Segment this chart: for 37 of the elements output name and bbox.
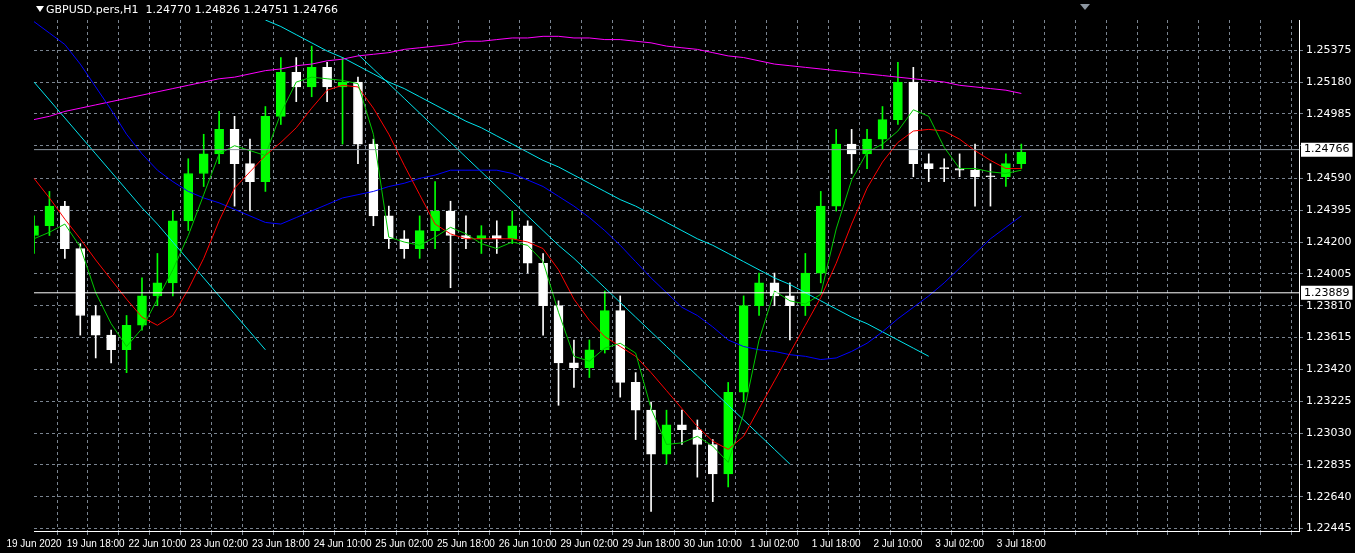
y-tick-label: 1.25180 — [1306, 74, 1352, 88]
y-tick-label: 1.22445 — [1306, 521, 1352, 535]
x-tick-label: 3 Jul 18:00 — [996, 537, 1047, 549]
x-tick-label: 26 Jun 10:00 — [498, 537, 558, 549]
y-tick-label: 1.24395 — [1306, 203, 1352, 217]
x-tick-label: 29 Jun 02:00 — [560, 537, 619, 549]
x-tick-label: 30 Jun 10:00 — [683, 537, 743, 549]
y-tick-label: 1.23225 — [1306, 394, 1352, 408]
y-tick-label: 1.23420 — [1306, 362, 1352, 376]
y-tick-label: 1.22640 — [1306, 489, 1352, 503]
y-tick-label: 1.23615 — [1306, 330, 1352, 344]
y-tick-label: 1.25375 — [1306, 43, 1352, 57]
x-tick-label: 19 Jun 18:00 — [66, 537, 126, 549]
x-tick-label: 1 Jul 02:00 — [750, 537, 800, 549]
x-tick-label: 1 Jul 18:00 — [811, 537, 862, 549]
x-tick-label: 3 Jul 02:00 — [935, 537, 985, 549]
x-tick-label: 19 Jun 2020 — [6, 537, 62, 549]
x-tick-label: 24 Jun 10:00 — [313, 537, 372, 549]
ref-line-label: 1.23889 — [1304, 285, 1350, 299]
y-tick-label: 1.23030 — [1306, 425, 1352, 439]
y-tick-label: 1.24985 — [1306, 106, 1352, 120]
y-tick-label: 1.23810 — [1306, 298, 1352, 312]
x-tick-label: 23 Jun 18:00 — [251, 537, 311, 549]
x-tick-label: 23 Jun 02:00 — [190, 537, 249, 549]
y-tick-label: 1.24005 — [1306, 266, 1352, 280]
y-tick-label: 1.24590 — [1306, 171, 1352, 185]
x-tick-label: 29 Jun 18:00 — [622, 537, 681, 549]
x-tick-label: 2 Jul 10:00 — [873, 537, 923, 549]
y-tick-label: 1.22835 — [1306, 457, 1352, 471]
x-tick-label: 25 Jun 18:00 — [437, 537, 496, 549]
candlestick — [970, 143, 980, 207]
x-tick-label: 22 Jun 10:00 — [128, 537, 187, 549]
chart-title: GBPUSD.pers,H1 1.24770 1.24826 1.24751 1.24766 — [46, 3, 338, 16]
y-tick-label: 1.24200 — [1306, 234, 1352, 248]
ref-line-label: 1.24766 — [1304, 142, 1350, 156]
candlestick — [923, 153, 934, 182]
x-tick-label: 25 Jun 02:00 — [375, 537, 434, 549]
